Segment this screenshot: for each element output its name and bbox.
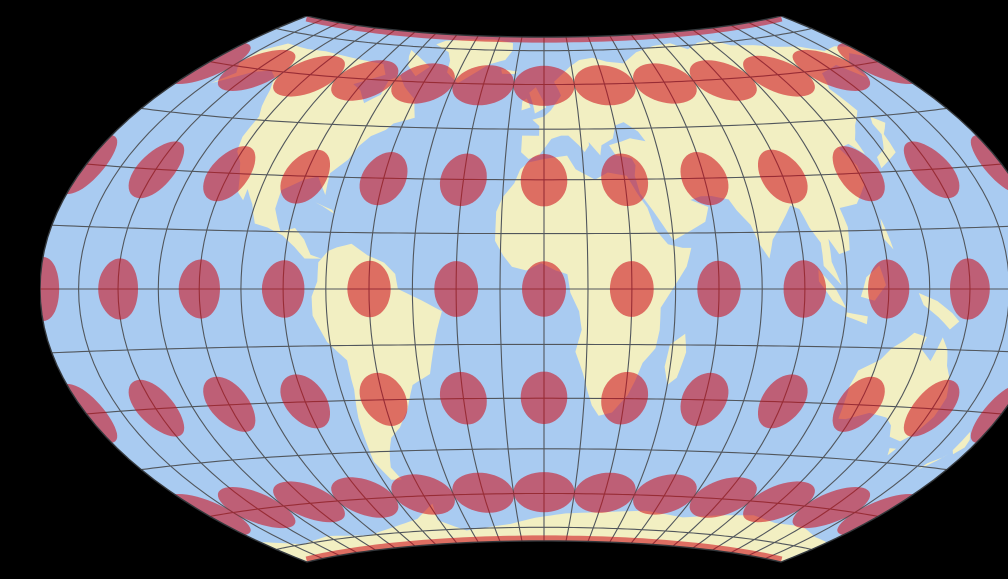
indicatrix-lat0-lon-90	[261, 260, 305, 318]
indicatrix-lat30-lon-120	[203, 146, 256, 202]
indicatrix-lat60-lon150	[792, 49, 871, 91]
indicatrix-lat-30-lon60	[680, 372, 729, 426]
indicatrix-lat-60-lon60	[633, 474, 697, 515]
indicatrix-lat30-lon-150	[128, 141, 185, 199]
indicatrix-lat0-lon-150	[98, 258, 138, 320]
indicatrix-lat0-lon0	[522, 261, 566, 317]
indicatrix-lat-30-lon120	[832, 376, 885, 432]
indicatrix-lat60-lon60	[633, 63, 697, 104]
landmass-new-zealand-north	[952, 431, 971, 455]
indicatrix-lat-60-lon90	[689, 477, 757, 518]
landmass-south-america	[311, 243, 442, 480]
indicatrix-lat0-lon90	[783, 260, 827, 318]
indicatrix-lat30-lon150	[903, 141, 960, 199]
indicatrix-lat-30-lon-60	[359, 372, 408, 426]
indicatrix-lat60-lon-60	[391, 63, 455, 104]
indicatrix-lat-60-lon-120	[273, 481, 345, 523]
indicatrix-lat-30-lon0	[520, 371, 568, 425]
landmass-new-zealand-south	[917, 453, 949, 470]
indicatrix-lat60-lon0	[513, 65, 575, 106]
indicatrix-lat30-lon-90	[280, 149, 330, 204]
indicatrix-lat60-lon30	[574, 65, 636, 106]
indicatrix-lat-30-lon30	[601, 371, 649, 425]
indicatrix-lat-60-lon0	[513, 472, 575, 513]
indicatrix-lat0-lon-60	[347, 260, 391, 318]
indicatrix-lat0-lon150	[950, 258, 990, 320]
indicatrix-lat30-lon120	[832, 146, 885, 202]
indicatrix-lat-30-lon-150	[128, 379, 185, 437]
wagner-vii-tissot-world-map	[40, 16, 1008, 563]
indicatrix-lat-60-lon-150	[217, 487, 296, 529]
indicatrix-lat-30-lon90	[758, 374, 808, 429]
indicatrix-lat60-lon-30	[452, 65, 514, 106]
indicatrix-lat30-lon180	[970, 135, 1008, 195]
indicatrix-lat60-lon-120	[273, 55, 345, 97]
indicatrix-lat60-lon90	[689, 60, 757, 101]
indicatrix-lat30-lon-60	[359, 152, 408, 206]
indicatrix-lat0-lon30	[609, 261, 654, 317]
indicatrix-lat-60-lon120	[743, 481, 815, 523]
indicatrix-lat30-lon-30	[439, 153, 487, 207]
indicatrix-lat-60-lon-90	[331, 477, 399, 518]
landmass-tasmania	[887, 448, 897, 456]
landmass-madagascar	[664, 333, 687, 385]
indicatrix-lat60-lon120	[743, 55, 815, 97]
indicatrix-lat30-lon30	[601, 153, 649, 207]
indicatrix-lat-60-lon30	[574, 472, 636, 513]
indicatrix-lat-30-lon-30	[439, 371, 487, 425]
indicatrix-lat-60-lon-30	[452, 472, 514, 513]
indicatrix-lat-60-lon-60	[391, 474, 455, 515]
indicatrix-lat30-lon0	[520, 153, 568, 207]
indicatrix-lat-30-lon180	[970, 383, 1008, 443]
indicatrix-lat30-lon90	[758, 149, 808, 204]
indicatrix-lat0-lon-120	[178, 259, 220, 319]
indicatrix-lat0-lon120	[868, 259, 910, 319]
indicatrix-lat-30-lon-120	[203, 376, 256, 432]
landmass-japan	[870, 116, 896, 169]
landmass-java	[845, 312, 868, 325]
indicatrix-lat60-lon-150	[217, 49, 296, 91]
tissot-indicatrix-map-view	[40, 16, 1008, 563]
tissot-indicatrix-layer	[40, 42, 1008, 536]
indicatrix-lat30-lon60	[680, 152, 729, 206]
indicatrix-lat-60-lon150	[792, 487, 871, 529]
indicatrix-lat0-lon60	[697, 260, 741, 318]
landmass-ireland	[521, 98, 531, 111]
indicatrix-lat-30-lon-90	[280, 374, 330, 429]
landmass-philippines	[880, 218, 894, 250]
indicatrix-lat-30-lon150	[903, 379, 960, 437]
indicatrix-lat60-lon-90	[331, 60, 399, 101]
indicatrix-lat0-lon-30	[434, 261, 479, 317]
